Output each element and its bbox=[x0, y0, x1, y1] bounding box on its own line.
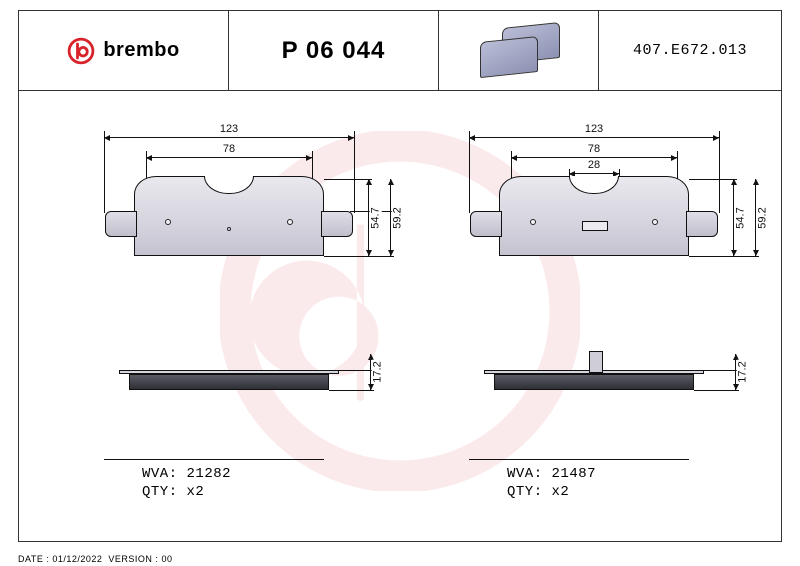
dim-overall-width: 123 bbox=[218, 123, 240, 135]
pad-right-front: 123 78 28 bbox=[439, 121, 759, 291]
brand-name: brembo bbox=[103, 39, 179, 62]
dim-overall-width: 123 bbox=[583, 123, 605, 135]
title-block: brembo P 06 044 407.E672.013 bbox=[19, 11, 781, 91]
pad-3d-icon bbox=[464, 21, 574, 81]
isometric-cell bbox=[439, 11, 599, 90]
brand-cell: brembo bbox=[19, 11, 229, 90]
pad-left-side: 17.2 bbox=[74, 346, 394, 416]
dim-face-width: 78 bbox=[221, 143, 237, 155]
qty-left: QTY: x2 bbox=[142, 484, 204, 500]
dim-thickness: 17.2 bbox=[737, 359, 749, 384]
footer-meta: DATE : 01/12/2022 VERSION : 00 bbox=[18, 554, 172, 564]
dim-overall-height: 59.2 bbox=[392, 205, 404, 230]
dim-slot-width: 28 bbox=[586, 159, 602, 171]
dim-overall-height: 59.2 bbox=[757, 205, 769, 230]
sensor-clip-icon bbox=[589, 351, 603, 373]
pad-face bbox=[134, 176, 324, 256]
drawing-body: 123 78 54. bbox=[19, 91, 781, 541]
drawing-frame: brembo P 06 044 407.E672.013 123 bbox=[18, 10, 782, 542]
wva-left: WVA: 21282 bbox=[142, 466, 231, 482]
brand-logo-icon bbox=[67, 37, 95, 65]
dim-face-height: 54.7 bbox=[370, 205, 382, 230]
dim-face-width: 78 bbox=[586, 143, 602, 155]
wva-right: WVA: 21487 bbox=[507, 466, 596, 482]
pad-face bbox=[499, 176, 689, 256]
drawing-code: 407.E672.013 bbox=[599, 11, 781, 90]
qty-right: QTY: x2 bbox=[507, 484, 569, 500]
dim-thickness: 17.2 bbox=[372, 359, 384, 384]
dim-face-height: 54.7 bbox=[735, 205, 747, 230]
pad-right-side: 17.2 bbox=[439, 346, 759, 416]
part-number: P 06 044 bbox=[229, 11, 439, 90]
pad-left-front: 123 78 54. bbox=[74, 121, 394, 291]
